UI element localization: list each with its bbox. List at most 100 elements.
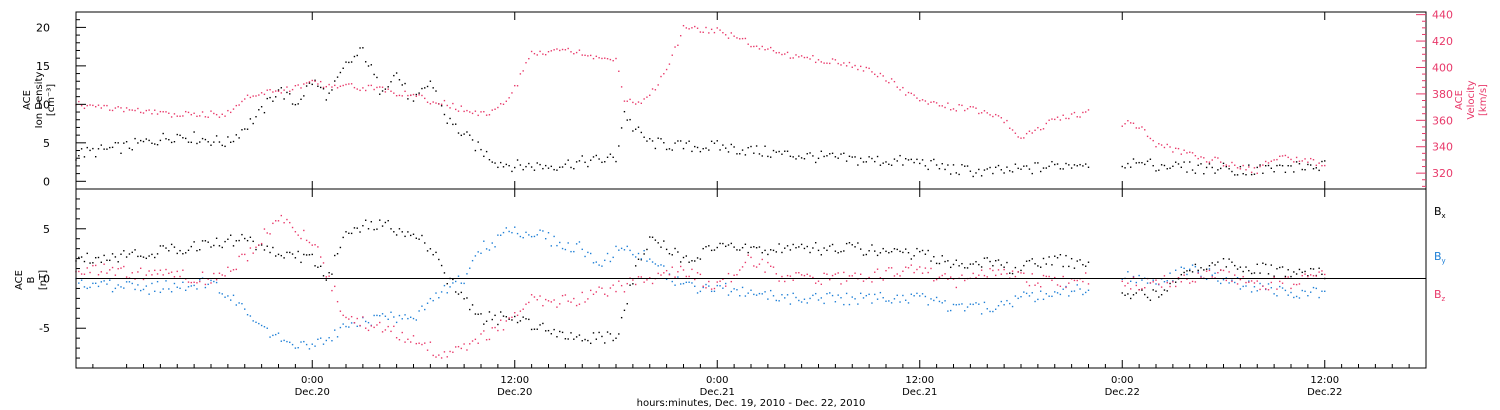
by-series-point: [955, 304, 958, 306]
bz-series-segment: [75, 214, 1090, 359]
velocity-series-point: [1242, 164, 1244, 167]
density-series-point: [834, 156, 837, 158]
velocity-series-point: [854, 64, 856, 67]
velocity-series-point: [767, 48, 769, 50]
bz-series-point: [395, 337, 398, 339]
bx-series-point: [297, 250, 299, 253]
bz-series-point: [899, 275, 901, 277]
by-series-point: [339, 326, 342, 329]
bz-series-point: [393, 325, 395, 328]
velocity-series-point: [246, 94, 249, 96]
bx-series-point: [128, 253, 131, 255]
density-series-point: [862, 161, 865, 163]
velocity-series-point: [280, 92, 283, 94]
velocity-series-point: [227, 109, 229, 112]
density-series-point: [364, 61, 367, 63]
density-series-point: [1132, 158, 1135, 160]
velocity-series-point: [1262, 164, 1264, 166]
bx-series-point: [916, 247, 918, 250]
velocity-tick-label: 360: [1432, 114, 1453, 127]
bx-series-point: [409, 234, 412, 237]
by-series-point: [1129, 280, 1132, 282]
bx-series-point: [713, 249, 716, 251]
velocity-series-point: [1177, 147, 1180, 150]
bz-series-point: [1006, 272, 1008, 275]
bx-series-point: [412, 233, 415, 235]
density-series-point: [634, 128, 637, 130]
velocity-series-point: [654, 89, 657, 91]
bz-series-point: [575, 304, 578, 307]
bz-series-point: [238, 255, 240, 258]
velocity-series-point: [674, 46, 676, 48]
by-series-point: [876, 298, 879, 300]
density-series-point: [1197, 164, 1199, 166]
bx-series-point: [1031, 258, 1033, 260]
bx-series-point: [1009, 272, 1011, 274]
velocity-series-point: [724, 34, 727, 36]
velocity-tick-label: 340: [1432, 141, 1453, 154]
bz-series-point: [440, 357, 443, 359]
by-series-point: [882, 297, 884, 299]
density-series-point: [567, 159, 569, 161]
velocity-series-point: [1284, 154, 1287, 157]
bz-series-point: [744, 261, 747, 264]
velocity-series-point: [339, 85, 342, 87]
bz-series-point: [168, 272, 170, 275]
density-series-point: [1158, 169, 1160, 171]
density-tick-label: 15: [36, 60, 50, 73]
density-series-point: [609, 153, 612, 155]
magnetic-field-axis-title-line1: ACE: [14, 270, 25, 290]
bx-series-point: [646, 248, 648, 251]
bz-series-point: [741, 266, 744, 268]
bx-series-point: [387, 219, 389, 222]
density-series-point: [803, 158, 806, 160]
legend-entry-bx: Bx: [1434, 205, 1446, 220]
bx-series-point: [949, 266, 952, 269]
bz-series-point: [997, 269, 1000, 271]
by-series-point: [314, 345, 316, 347]
bx-series-point: [784, 247, 786, 249]
bz-series-point: [767, 261, 769, 264]
by-series-point: [930, 298, 932, 300]
velocity-series-point: [550, 50, 553, 52]
bz-series-point: [904, 266, 907, 268]
velocity-series-point: [263, 93, 266, 96]
density-series-segment: [75, 47, 1090, 178]
bz-series-point: [187, 281, 190, 283]
density-series-point: [156, 144, 159, 146]
velocity-series-point: [677, 44, 679, 46]
density-series-point: [300, 98, 302, 100]
density-series-point: [303, 95, 305, 97]
density-series-point: [283, 98, 285, 100]
by-series-point: [809, 297, 811, 300]
bz-series-point: [564, 294, 567, 296]
by-series-point: [609, 260, 612, 263]
by-series-point: [196, 288, 198, 290]
bx-series-point: [733, 246, 735, 248]
density-series-point: [86, 146, 88, 149]
density-series-point: [170, 141, 173, 144]
bz-series-point: [1073, 279, 1076, 282]
velocity-series-point: [972, 106, 974, 108]
by-series-point: [291, 343, 294, 346]
bx-series-point: [457, 293, 460, 295]
bx-series-point: [131, 251, 133, 254]
density-series-point: [983, 169, 986, 171]
by-series-point: [966, 306, 969, 308]
velocity-axis-title-line2: Velocity: [1466, 80, 1477, 119]
density-series-point: [1180, 166, 1183, 169]
velocity-series-point: [755, 45, 758, 47]
velocity-series-point: [1082, 111, 1084, 114]
bz-series-point: [241, 253, 243, 256]
by-series-point: [227, 295, 229, 297]
bx-series-point: [235, 240, 238, 242]
density-series-point: [682, 147, 685, 150]
density-series-point: [1174, 161, 1177, 163]
bx-series-point: [952, 263, 955, 266]
by-series-point: [519, 235, 522, 238]
by-series-point: [660, 264, 662, 266]
by-series-point: [238, 302, 240, 304]
velocity-series-point: [1070, 113, 1073, 115]
velocity-series-point: [634, 103, 637, 105]
density-series-point: [716, 140, 718, 142]
